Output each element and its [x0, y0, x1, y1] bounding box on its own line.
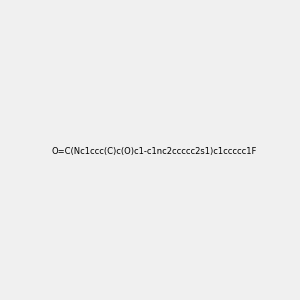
- Text: O=C(Nc1ccc(C)c(O)c1-c1nc2ccccc2s1)c1ccccc1F: O=C(Nc1ccc(C)c(O)c1-c1nc2ccccc2s1)c1cccc…: [51, 147, 256, 156]
